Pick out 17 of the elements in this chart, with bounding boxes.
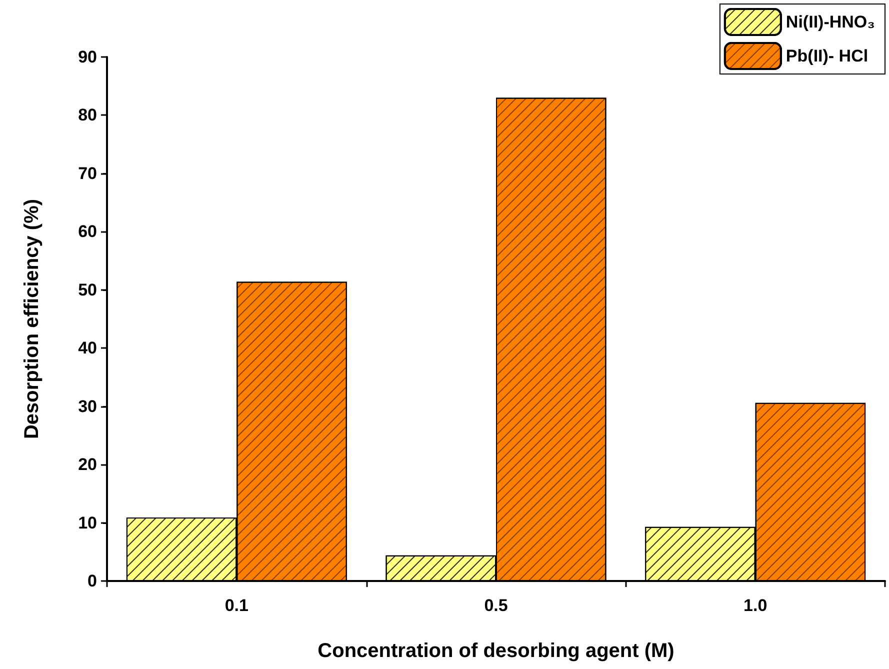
legend-label: Pb(II)- HCl [786,46,868,66]
legend-label: Ni(II)-HNO₃ [786,12,876,32]
y-axis-title: Desorption efficiency (%) [21,198,43,440]
y-tick-label: 60 [78,222,97,242]
y-tick-label: 20 [78,455,97,474]
y-tick-label: 40 [78,338,97,358]
y-tick-label: 70 [78,164,97,183]
x-axis-title: Concentration of desorbing agent (M) [318,640,674,662]
y-tick-label: 80 [78,106,97,125]
y-tick-label: 0 [88,572,97,590]
x-tick-label: 0.5 [484,596,508,615]
y-tick-label: 90 [78,48,97,66]
x-tick-label: 0.1 [224,596,248,615]
y-tick-label: 30 [78,396,97,416]
y-tick-label: 10 [78,513,97,532]
y-tick-label: 50 [78,280,97,300]
x-tick-label: 1.0 [744,596,768,615]
